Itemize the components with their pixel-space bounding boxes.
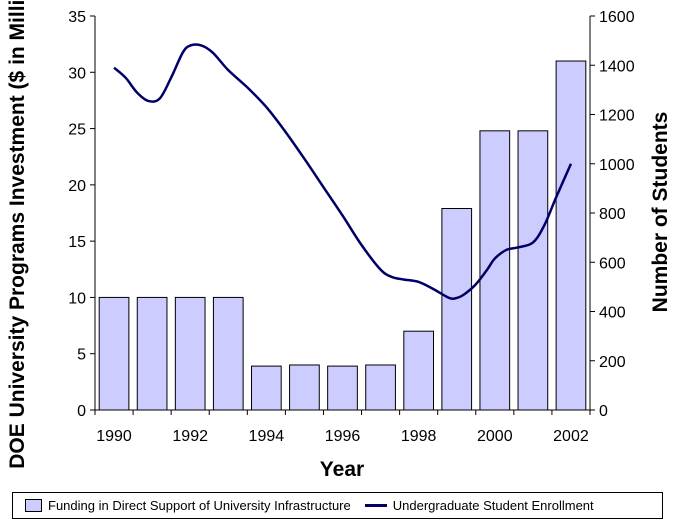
bar	[174, 296, 206, 411]
y-left-tick-label: 30	[68, 65, 86, 82]
y-right-tick-label: 1400	[599, 58, 635, 75]
legend-line-swatch	[364, 504, 387, 507]
y-left-tick-label: 10	[68, 290, 86, 307]
bar	[250, 365, 282, 411]
y-left-tick-label: 15	[68, 234, 86, 251]
bar	[327, 365, 358, 411]
y-right-tick-label: 1200	[599, 108, 635, 125]
bar	[517, 130, 549, 411]
y-left-tick-label: 25	[68, 122, 86, 139]
legend-label-funding: Funding in Direct Support of University …	[48, 498, 351, 513]
bar	[136, 296, 168, 411]
x-tick-label: 1998	[401, 428, 437, 445]
y-right-tick-label: 400	[599, 305, 626, 322]
chart: 0 5 10 15 20 25 30 35 0 200 400 600 800 1000 1200 1400 1…	[6, 0, 672, 481]
x-tick-label: 1994	[249, 428, 285, 445]
x-axis-title: Year	[320, 458, 364, 481]
bar	[289, 364, 320, 411]
legend-label-enrollment: Undergraduate Student Enrollment	[392, 498, 594, 513]
x-tick-label: 2002	[553, 428, 589, 445]
bar	[98, 296, 130, 411]
bar	[365, 364, 396, 411]
x-tick-label: 2000	[477, 428, 513, 445]
legend-bar-swatch	[25, 499, 42, 512]
plot-area: 0 5 10 15 20 25 30 35 0 200 400 600 800 1000 1200 1400 1…	[68, 9, 634, 445]
bar	[212, 296, 244, 411]
legend: Funding in Direct Support of University …	[12, 492, 663, 519]
enrollment-line	[113, 43, 573, 300]
y-left-tick-label: 0	[77, 403, 86, 420]
x-tick-label: 1992	[172, 428, 208, 445]
x-tick-label: 1996	[325, 428, 361, 445]
y-right-tick-label: 600	[599, 255, 626, 272]
y-right-tick-label: 1000	[599, 157, 635, 174]
x-tick-label: 1990	[96, 428, 132, 445]
bar	[479, 130, 511, 411]
y-left-tick-label: 5	[77, 347, 86, 364]
bar	[441, 207, 473, 411]
y-axis-right-title: Number of Students	[649, 112, 672, 313]
y-axis-left-title: DOE University Programs Investment ($ in…	[6, 0, 29, 469]
y-right-tick-label: 800	[599, 206, 626, 223]
y-right-tick-label: 0	[599, 403, 608, 420]
bar	[403, 330, 435, 411]
y-left-tick-label: 20	[68, 178, 86, 195]
y-right-tick-label: 200	[599, 354, 626, 371]
y-right-tick-label: 1600	[599, 9, 635, 26]
bar	[555, 60, 587, 411]
y-left-tick-label: 35	[68, 9, 86, 26]
